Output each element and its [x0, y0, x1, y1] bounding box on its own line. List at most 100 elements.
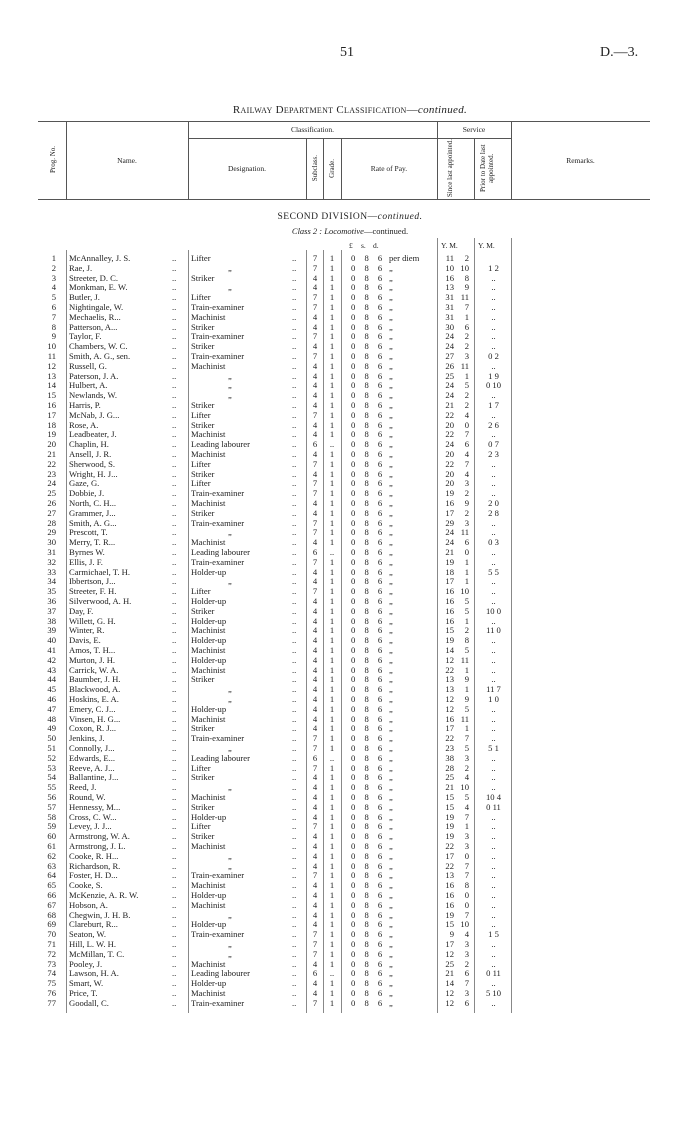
employee-name: Smith, A. G., sen.: [69, 351, 131, 361]
grade: 1: [329, 997, 335, 1008]
rate-of-pay: 0 8 6: [351, 488, 386, 499]
prog-no: 59: [47, 821, 56, 832]
rate-of-pay: 0 8 6: [351, 311, 386, 322]
prog-no: 66: [47, 890, 56, 900]
subclass: 4: [312, 850, 318, 861]
leader-dots: ..: [292, 370, 297, 381]
leader-dots: ..: [292, 772, 297, 783]
rate-unit: „: [389, 821, 393, 832]
designation: Leading labourer: [191, 439, 250, 450]
table-row: 36 Silverwood, A. H... Holder-up.. 4 1 0 8 6 „…: [0, 596, 700, 607]
table-row: 38 Willett, G. H... Holder-up.. 4 1 0 8 6 „ 16 1…: [0, 615, 700, 627]
employee-name: Sherwood, S.: [69, 458, 116, 469]
subclass: 4: [312, 400, 318, 410]
leader-dots: ..: [172, 596, 177, 606]
rate-of-pay: 0 8 6: [351, 390, 386, 401]
employee-name: Mechaelis, R...: [69, 311, 121, 322]
leader-dots: ..: [292, 860, 297, 871]
subclass: 4: [312, 703, 318, 714]
designation: „: [228, 860, 232, 871]
employee-name: McKenzie, A. R. W.: [69, 890, 139, 900]
leader-dots: ..: [172, 556, 177, 567]
grade: 1: [329, 948, 335, 959]
subclass: 4: [312, 792, 318, 802]
rate-unit: „: [389, 694, 393, 704]
employee-name: Willett, G. H.: [69, 615, 116, 626]
rate-unit: „: [389, 605, 393, 616]
table-row: 9 Taylor, F... Train-examiner.. 7 1 0 8 6 „ 24 2…: [0, 332, 700, 342]
table-row: 24 Gaze, G... Lifter.. 7 1 0 8 6 „ 20 3..: [0, 479, 700, 489]
table-row: 65 Cooke, S... Machinist.. 4 1 0 8 6 „ 16 8..: [0, 880, 700, 891]
subclass: 4: [312, 988, 318, 998]
page-title: Railway Department Classification—contin…: [0, 104, 700, 116]
leader-dots: ..: [172, 341, 177, 352]
leader-dots: ..: [292, 429, 297, 440]
prior-service: ..: [491, 586, 496, 597]
designation: Machinist: [191, 360, 226, 371]
rate-of-pay: 0 8 6: [351, 948, 386, 959]
prog-no: 36: [47, 596, 56, 606]
designation: Holder-up: [191, 615, 227, 626]
leader-dots: ..: [292, 351, 297, 361]
prog-no: 41: [47, 645, 56, 655]
designation: Holder-up: [191, 703, 227, 714]
header-bottom-rule: [38, 199, 650, 200]
prior-service: ..: [491, 321, 496, 332]
document-reference: D.—3.: [600, 45, 639, 60]
prog-no: 37: [47, 605, 56, 616]
table-row: 20 Chaplin, H... Leading labourer.. 6.. 0 8 …: [0, 439, 700, 450]
grade: 1: [329, 684, 335, 695]
since-years: 15: [445, 625, 454, 636]
prog-no: 67: [47, 899, 56, 910]
since-months: 3: [464, 351, 469, 361]
grade: 1: [329, 292, 335, 303]
table-row: 53 Reeve, A. J..... Lifter.. 7 1 0 8 6 „ 28 2..: [0, 763, 700, 774]
since-months: 5: [464, 792, 469, 802]
leader-dots: ..: [292, 909, 297, 920]
leader-dots: ..: [292, 615, 297, 626]
prog-no: 34: [47, 576, 56, 587]
subclass: 7: [312, 527, 318, 538]
rate-unit: „: [389, 958, 393, 969]
rate-unit: „: [389, 409, 393, 420]
designation: Machinist: [191, 958, 226, 969]
since-months: 2: [464, 507, 469, 518]
header-top-rule: [38, 121, 650, 122]
prior-service: ..: [491, 860, 496, 871]
table-row: 41 Amos, T. H..... Machinist.. 4 1 0 8 6 „ 14 5.…: [0, 645, 700, 656]
rate-unit: „: [389, 752, 393, 763]
table-row: 54 Ballantine, J..... Striker.. 4 1 0 8 6 „ 25 4…: [0, 773, 700, 783]
grade: 1: [329, 821, 335, 832]
subclass: 7: [312, 458, 318, 469]
prog-no: 26: [47, 498, 56, 508]
leader-dots: ..: [292, 899, 297, 910]
rate-of-pay: 0 8 6: [351, 674, 386, 685]
table-row: 12 Russell, G... Machinist.. 4 1 0 8 6 „ 26 11..: [0, 360, 700, 372]
since-months: 4: [464, 929, 469, 940]
leader-dots: ..: [292, 321, 297, 332]
since-months: 3: [464, 517, 469, 528]
subclass: 4: [312, 772, 318, 783]
since-years: 22: [445, 664, 454, 675]
prior-service: 0 3: [488, 537, 499, 548]
employee-name: Taylor, F.: [69, 331, 102, 342]
prior-service: ..: [491, 811, 496, 822]
rate-unit: „: [389, 703, 393, 714]
header-rate-of-pay: Rate of Pay.: [370, 164, 408, 173]
since-months: 7: [464, 811, 469, 822]
rate-unit: „: [389, 262, 393, 273]
grade: 1: [329, 576, 335, 587]
prog-no: 48: [47, 713, 56, 724]
prog-no: 64: [47, 870, 56, 881]
grade: 1: [329, 311, 335, 322]
grade: ..: [329, 547, 335, 557]
table-row: 49 Coxon, R. J..... Striker.. 4 1 0 8 6 „ 17 1..: [0, 724, 700, 734]
since-months: 5: [464, 743, 469, 753]
leader-dots: ..: [172, 635, 177, 646]
designation: Machinist: [191, 449, 226, 459]
rate-unit: „: [389, 478, 393, 489]
rate-of-pay: 0 8 6: [351, 909, 386, 920]
leader-dots: ..: [172, 752, 177, 763]
table-row: 67 Hobson, A... Machinist.. 4 1 0 8 6 „ 16 0..: [0, 899, 700, 911]
grade: 1: [329, 929, 335, 940]
